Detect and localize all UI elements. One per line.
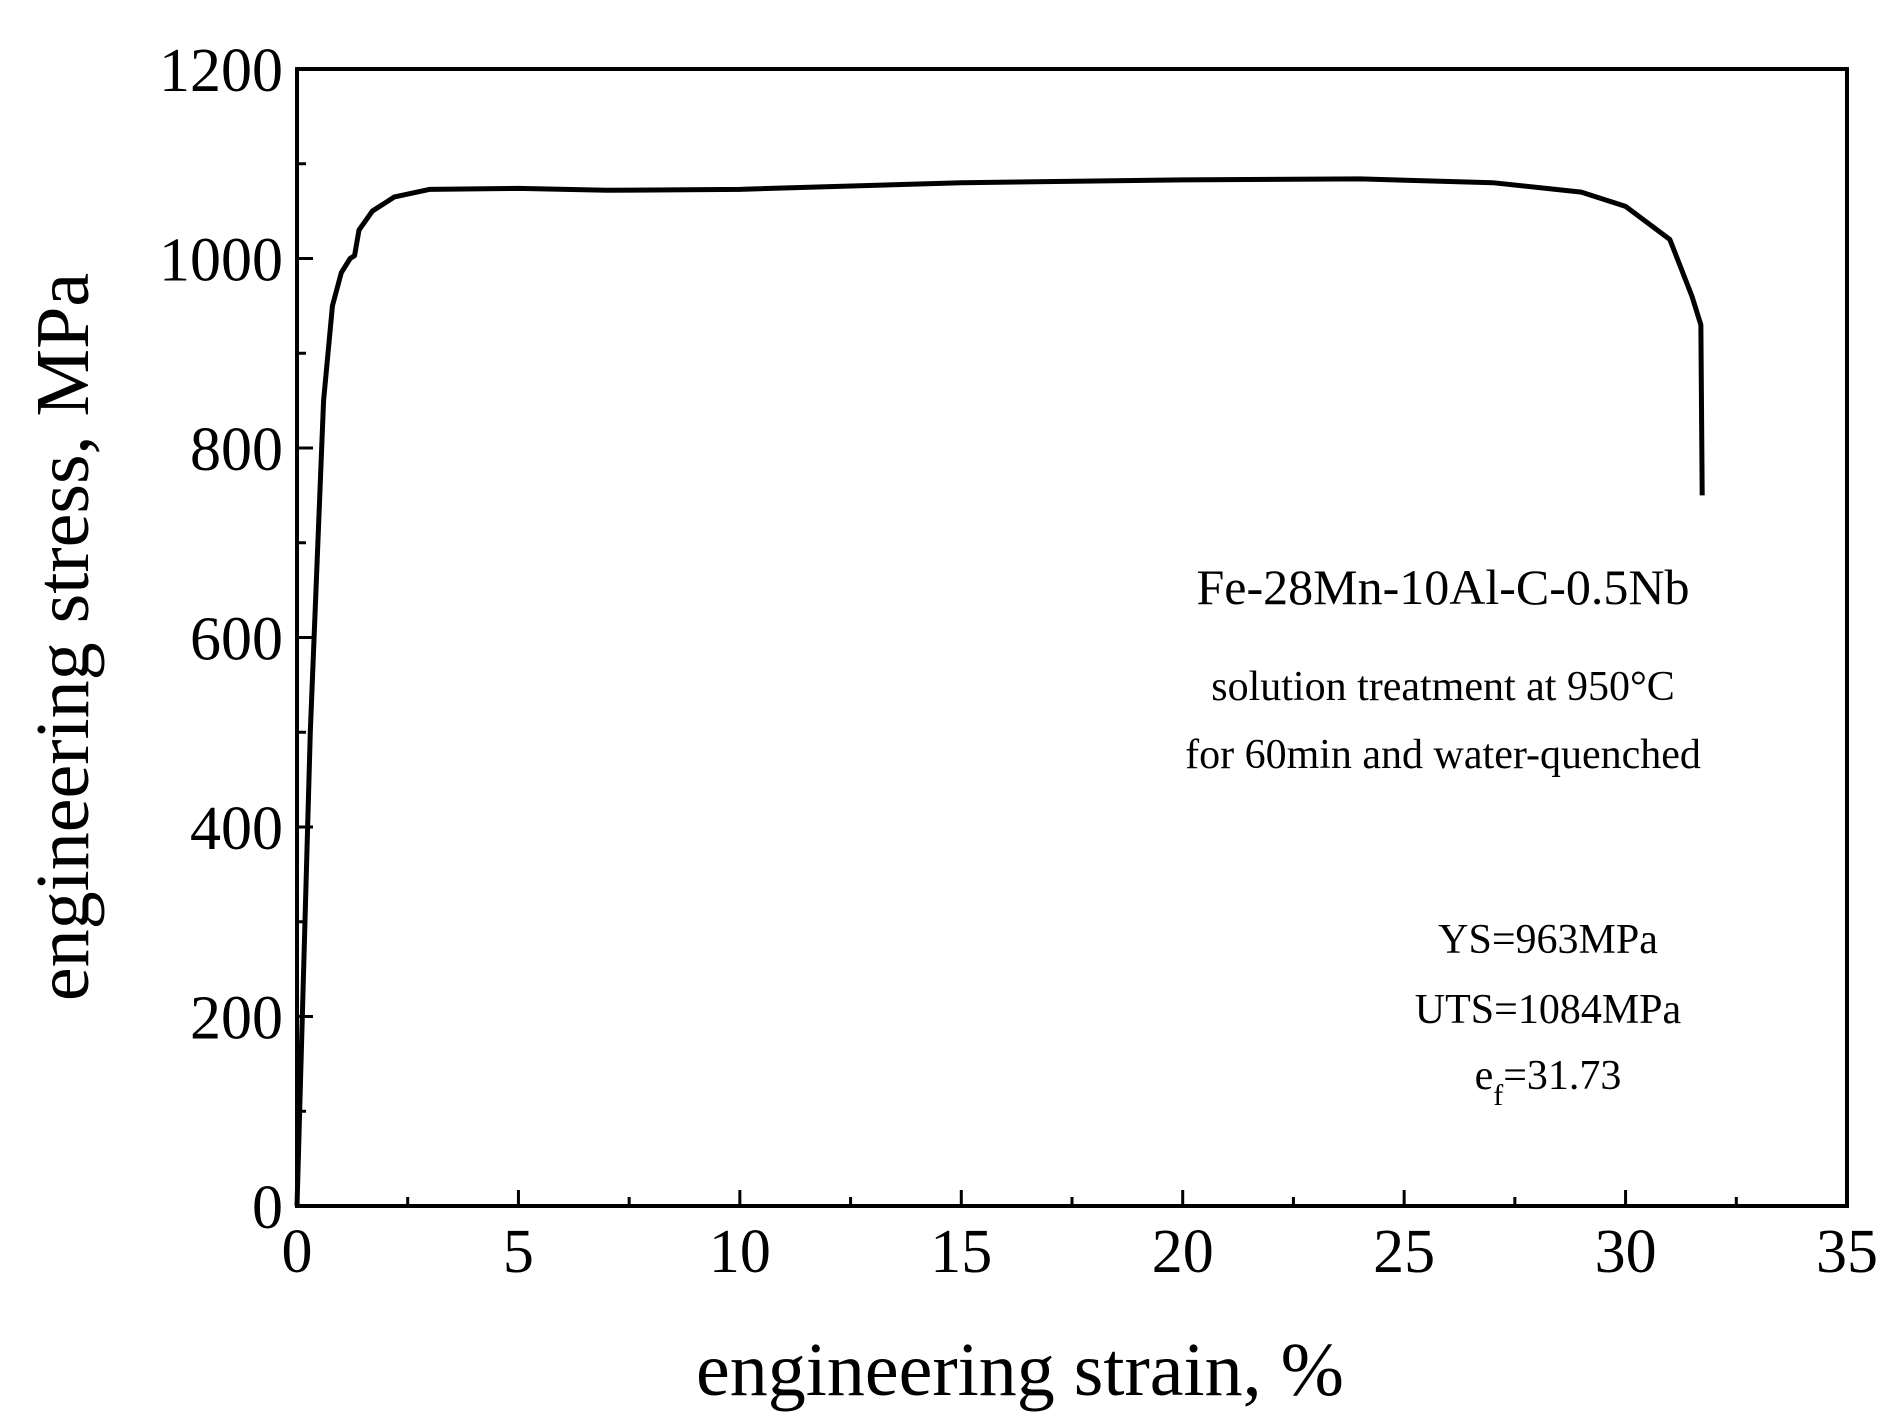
annotation-subscript: f <box>1493 1079 1503 1112</box>
y-axis-label: engineering stress, MPa <box>21 273 105 1001</box>
y-tick-label: 1000 <box>159 227 283 295</box>
annotation-suffix: =31.73 <box>1503 1053 1621 1099</box>
y-tick-label: 200 <box>190 985 283 1053</box>
plot-frame <box>295 67 1849 1208</box>
line <box>294 176 1705 1207</box>
y-tick-label: 400 <box>190 795 283 863</box>
annotation: Fe-28Mn-10Al-C-0.5Nb <box>1196 559 1689 615</box>
annotation: UTS=1084MPa <box>1415 987 1682 1033</box>
x-tick-label: 30 <box>1595 1218 1657 1286</box>
y-tick-label: 800 <box>190 416 283 484</box>
x-tick-label: 0 <box>282 1218 313 1286</box>
annotation: YS=963MPa <box>1438 917 1658 963</box>
y-tick-label: 1200 <box>159 37 283 105</box>
y-tick-label: 0 <box>252 1174 283 1242</box>
x-tick-label: 5 <box>503 1218 534 1286</box>
x-axis-label: engineering strain, % <box>696 1328 1344 1412</box>
annotation: ef=31.73 <box>1475 1053 1622 1112</box>
annotation: solution treatment at 950°C <box>1211 664 1675 710</box>
annotation-base: e <box>1475 1053 1494 1099</box>
annotation: for 60min and water-quenched <box>1185 732 1701 778</box>
x-tick-label: 10 <box>709 1218 771 1286</box>
y-tick-label: 600 <box>190 606 283 674</box>
x-tick-label: 15 <box>930 1218 992 1286</box>
x-tick-label: 20 <box>1152 1218 1214 1286</box>
x-tick-label: 35 <box>1816 1218 1878 1286</box>
x-tick-label: 25 <box>1373 1218 1435 1286</box>
